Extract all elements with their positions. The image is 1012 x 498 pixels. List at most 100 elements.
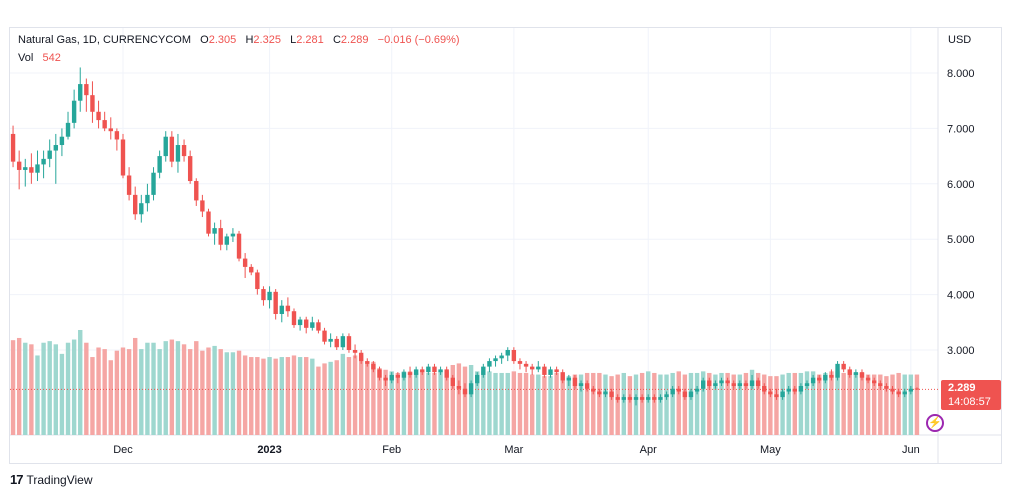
candle-body[interactable]: [102, 120, 107, 129]
candle-body[interactable]: [340, 336, 346, 348]
candle-body[interactable]: [279, 305, 284, 314]
candle-body[interactable]: [35, 164, 40, 173]
candle-body[interactable]: [291, 311, 297, 326]
candle-body[interactable]: [450, 377, 455, 387]
candle-body[interactable]: [304, 319, 309, 328]
candle-body[interactable]: [145, 194, 150, 204]
candle-body[interactable]: [774, 394, 779, 398]
candle-body[interactable]: [139, 203, 144, 215]
candle-body[interactable]: [108, 128, 113, 132]
candle-body[interactable]: [47, 150, 52, 159]
candle-body[interactable]: [273, 291, 278, 314]
candle-body[interactable]: [481, 366, 486, 375]
lightning-icon[interactable]: ⚡: [926, 414, 944, 432]
candle-body[interactable]: [328, 338, 333, 342]
candle-body[interactable]: [59, 136, 65, 146]
candle-body[interactable]: [78, 84, 83, 101]
candle-body[interactable]: [749, 380, 755, 387]
candle-body[interactable]: [743, 383, 749, 387]
candle-body[interactable]: [700, 380, 706, 389]
candle-body[interactable]: [200, 200, 205, 212]
candle-body[interactable]: [377, 369, 382, 378]
candle-body[interactable]: [817, 377, 822, 381]
candle-body[interactable]: [181, 145, 187, 157]
candle-body[interactable]: [194, 181, 199, 201]
candle-body[interactable]: [615, 397, 620, 400]
candle-body[interactable]: [871, 380, 877, 384]
candle-body[interactable]: [896, 391, 901, 395]
candle-body[interactable]: [242, 258, 248, 267]
candle-body[interactable]: [383, 377, 388, 381]
tradingview-footer[interactable]: 17 TradingView: [10, 472, 93, 487]
candle-body[interactable]: [847, 369, 852, 375]
candle-body[interactable]: [163, 136, 168, 157]
candle-body[interactable]: [389, 374, 394, 381]
candle-body[interactable]: [90, 95, 95, 112]
candle-body[interactable]: [639, 397, 645, 400]
candle-body[interactable]: [859, 372, 865, 378]
candle-body[interactable]: [444, 369, 449, 378]
candle-body[interactable]: [658, 397, 663, 400]
candle-body[interactable]: [786, 388, 791, 392]
candle-body[interactable]: [236, 233, 242, 259]
candle-body[interactable]: [487, 361, 492, 367]
candle-body[interactable]: [780, 391, 785, 398]
candle-body[interactable]: [548, 369, 553, 375]
candle-body[interactable]: [65, 122, 71, 137]
candle-body[interactable]: [255, 272, 260, 290]
candle-body[interactable]: [322, 330, 327, 342]
candle-body[interactable]: [841, 363, 846, 370]
candle-body[interactable]: [432, 366, 437, 373]
candle-body[interactable]: [646, 397, 651, 400]
candle-body[interactable]: [829, 374, 834, 378]
candle-body[interactable]: [346, 336, 352, 350]
candle-body[interactable]: [603, 391, 608, 395]
candle-body[interactable]: [878, 383, 883, 387]
candle-body[interactable]: [120, 139, 126, 176]
candle-body[interactable]: [413, 369, 419, 375]
candle-body[interactable]: [566, 377, 572, 381]
candle-body[interactable]: [456, 386, 462, 389]
candle-body[interactable]: [584, 383, 590, 389]
candle-body[interactable]: [682, 391, 688, 398]
candle-body[interactable]: [664, 394, 669, 398]
candle-body[interactable]: [853, 372, 859, 375]
candle-body[interactable]: [175, 145, 181, 162]
candle-body[interactable]: [96, 111, 101, 121]
candle-body[interactable]: [212, 228, 217, 234]
candle-body[interactable]: [688, 391, 694, 398]
candle-body[interactable]: [218, 228, 223, 245]
candle-body[interactable]: [591, 388, 596, 392]
candle-body[interactable]: [187, 156, 193, 182]
candle-body[interactable]: [835, 363, 840, 378]
candle-body[interactable]: [310, 322, 315, 328]
candle-body[interactable]: [719, 380, 724, 384]
candle-body[interactable]: [621, 397, 626, 400]
candle-body[interactable]: [499, 355, 504, 359]
candle-body[interactable]: [71, 100, 77, 123]
candle-body[interactable]: [609, 391, 614, 398]
candle-body[interactable]: [420, 369, 425, 373]
candle-body[interactable]: [157, 156, 162, 173]
candle-body[interactable]: [114, 131, 120, 140]
candle-body[interactable]: [352, 350, 358, 353]
candle-body[interactable]: [762, 386, 767, 392]
candle-body[interactable]: [529, 366, 535, 370]
candle-body[interactable]: [572, 377, 578, 387]
candle-body[interactable]: [511, 350, 517, 362]
candle-body[interactable]: [426, 366, 431, 373]
candle-body[interactable]: [804, 383, 810, 387]
candle-body[interactable]: [670, 388, 675, 395]
candle-body[interactable]: [133, 194, 138, 215]
candle-body[interactable]: [230, 233, 236, 237]
candle-body[interactable]: [493, 358, 498, 362]
candle-body[interactable]: [23, 167, 28, 170]
candle-body[interactable]: [914, 388, 920, 390]
candle-body[interactable]: [810, 377, 816, 384]
candle-body[interactable]: [768, 391, 773, 395]
candle-body[interactable]: [505, 350, 510, 356]
candle-body[interactable]: [84, 84, 89, 96]
candle-body[interactable]: [475, 374, 480, 384]
candle-body[interactable]: [334, 338, 339, 348]
